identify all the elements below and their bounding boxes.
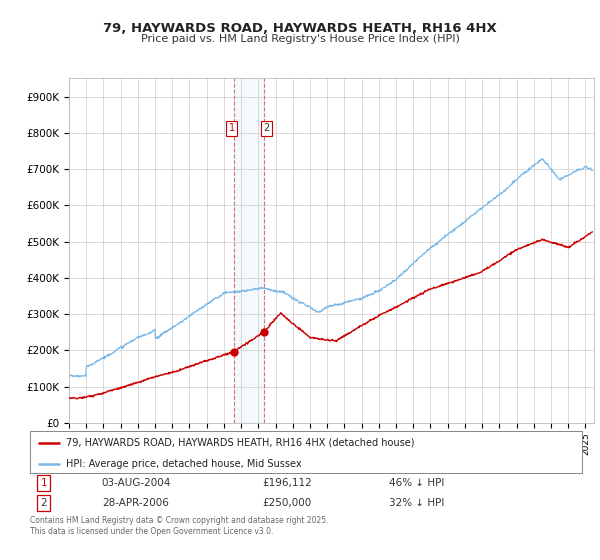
Text: 2: 2 bbox=[263, 123, 269, 133]
Text: 1: 1 bbox=[40, 478, 47, 488]
Text: Contains HM Land Registry data © Crown copyright and database right 2025.
This d: Contains HM Land Registry data © Crown c… bbox=[30, 516, 329, 536]
Text: Price paid vs. HM Land Registry's House Price Index (HPI): Price paid vs. HM Land Registry's House … bbox=[140, 34, 460, 44]
Text: 46% ↓ HPI: 46% ↓ HPI bbox=[389, 478, 444, 488]
Text: 1: 1 bbox=[229, 123, 235, 133]
Text: £250,000: £250,000 bbox=[262, 498, 311, 508]
Text: 79, HAYWARDS ROAD, HAYWARDS HEATH, RH16 4HX (detached house): 79, HAYWARDS ROAD, HAYWARDS HEATH, RH16 … bbox=[66, 438, 415, 448]
Text: 2: 2 bbox=[40, 498, 47, 508]
Text: 03-AUG-2004: 03-AUG-2004 bbox=[102, 478, 171, 488]
Text: HPI: Average price, detached house, Mid Sussex: HPI: Average price, detached house, Mid … bbox=[66, 459, 302, 469]
Text: 32% ↓ HPI: 32% ↓ HPI bbox=[389, 498, 444, 508]
Text: 79, HAYWARDS ROAD, HAYWARDS HEATH, RH16 4HX: 79, HAYWARDS ROAD, HAYWARDS HEATH, RH16 … bbox=[103, 22, 497, 35]
Bar bbox=[234, 78, 264, 423]
Text: £196,112: £196,112 bbox=[262, 478, 311, 488]
Text: 28-APR-2006: 28-APR-2006 bbox=[102, 498, 169, 508]
